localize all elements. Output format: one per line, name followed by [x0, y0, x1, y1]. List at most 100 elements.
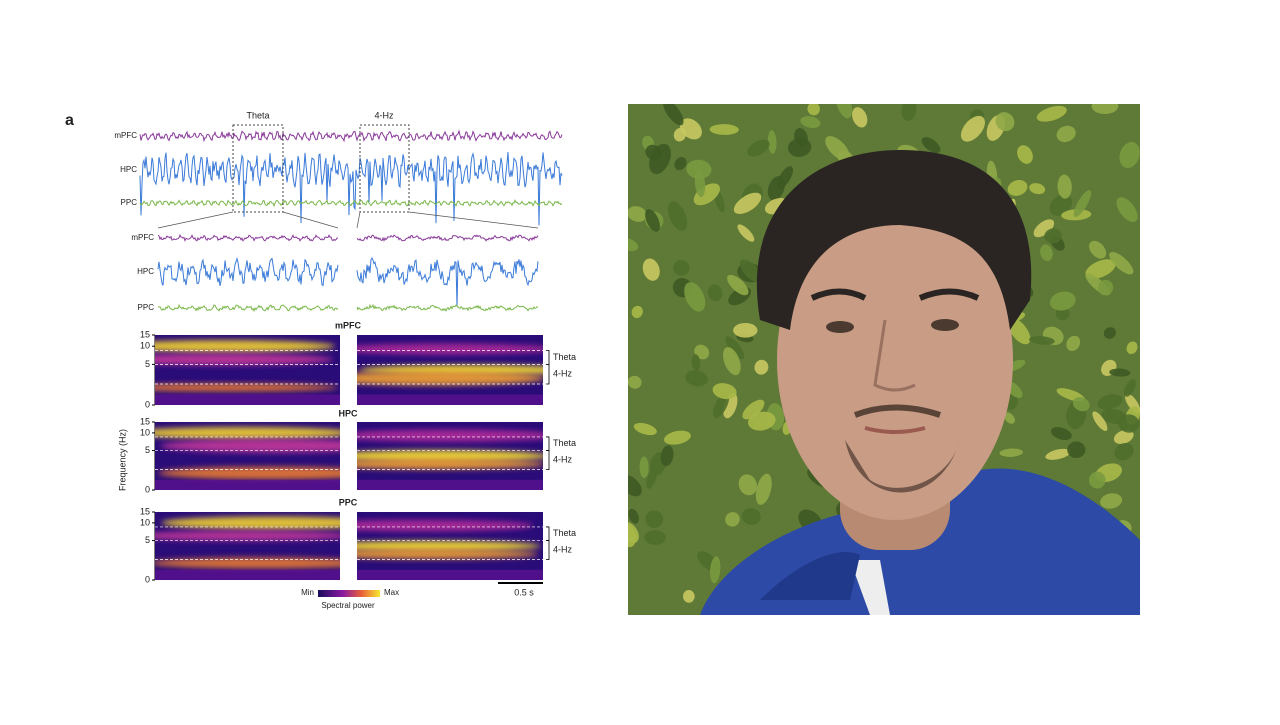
- leaf: [852, 107, 868, 128]
- leaf: [754, 359, 769, 375]
- leaf: [1017, 145, 1033, 164]
- leaf: [1089, 471, 1106, 489]
- window-box: [359, 124, 410, 213]
- power-band: [161, 516, 340, 530]
- leaf: [685, 370, 708, 387]
- zoom-line: [356, 211, 361, 229]
- band-label: 4-Hz: [553, 454, 573, 464]
- leaf: [1114, 442, 1134, 461]
- channel-label: PPC: [121, 198, 138, 207]
- leaf: [1100, 493, 1123, 509]
- leaf: [1109, 368, 1131, 377]
- colorbar-title: Spectral power: [321, 601, 375, 610]
- leaf: [960, 115, 985, 142]
- leaf: [800, 116, 821, 129]
- leaf: [1109, 251, 1134, 275]
- leaf: [995, 112, 1015, 132]
- leaf: [1056, 125, 1076, 143]
- leaf: [667, 201, 688, 231]
- power-band: [155, 569, 340, 580]
- channel-label: HPC: [137, 267, 154, 276]
- leaf: [645, 510, 664, 529]
- power-band: [357, 479, 543, 490]
- band-bracket: [546, 540, 550, 560]
- leaf: [733, 192, 762, 214]
- portrait-photo: [628, 104, 1140, 615]
- leaf: [663, 430, 691, 445]
- leaf: [1118, 414, 1140, 433]
- power-band: [155, 479, 340, 490]
- power-band: [357, 519, 534, 532]
- window-label: 4-Hz: [374, 110, 394, 120]
- leaf: [709, 124, 739, 135]
- leaf: [682, 589, 695, 603]
- leaf: [1004, 412, 1015, 424]
- signal-trace: [139, 151, 563, 226]
- band-bracket: [546, 450, 550, 470]
- power-band: [357, 540, 541, 552]
- leaf: [747, 139, 770, 157]
- leaf: [1057, 174, 1072, 199]
- leaf: [1097, 394, 1123, 410]
- band-bracket: [546, 526, 550, 541]
- leaf: [712, 393, 730, 419]
- spectrogram: [357, 512, 543, 580]
- leaf: [628, 508, 639, 524]
- y-tick-label: 10: [140, 517, 150, 527]
- band-label: 4-Hz: [553, 369, 573, 379]
- leaf: [788, 138, 812, 157]
- leaf: [1085, 259, 1116, 279]
- signal-trace: [139, 199, 563, 208]
- power-band: [357, 394, 543, 405]
- leaf: [674, 156, 687, 171]
- signal-trace: [356, 257, 539, 307]
- leaf: [1067, 441, 1086, 459]
- leaf: [628, 206, 647, 222]
- leaf: [1073, 190, 1092, 218]
- leaf: [631, 305, 643, 319]
- leaf: [639, 456, 649, 479]
- leaf: [725, 512, 740, 527]
- leaf: [1116, 197, 1138, 223]
- signal-trace: [157, 233, 339, 242]
- channel-label: mPFC: [114, 131, 137, 140]
- leaf: [901, 104, 917, 121]
- power-band: [357, 459, 543, 470]
- leaf: [691, 354, 701, 371]
- leaf: [693, 183, 721, 206]
- leaf: [642, 258, 660, 281]
- band-bracket: [546, 364, 550, 385]
- spectrogram-title: mPFC: [335, 320, 362, 330]
- leaf: [1091, 104, 1119, 115]
- colorbar-min: Min: [301, 588, 314, 597]
- channel-label: mPFC: [131, 233, 154, 242]
- band-label: Theta: [553, 352, 576, 362]
- y-tick-label: 0: [145, 574, 150, 584]
- power-band: [160, 439, 340, 453]
- leaf: [835, 104, 853, 119]
- leaf: [1029, 336, 1055, 345]
- leaf: [1040, 244, 1053, 261]
- leaf: [628, 375, 642, 389]
- power-band: [155, 530, 340, 541]
- leaf: [767, 176, 785, 201]
- leaf: [633, 422, 657, 436]
- y-tick-label: 15: [140, 416, 150, 426]
- leaf: [825, 136, 850, 161]
- spectrogram: [155, 422, 340, 490]
- leaf: [628, 238, 639, 252]
- zoom-line: [157, 211, 234, 229]
- leaf: [1033, 219, 1055, 238]
- leaf: [725, 336, 745, 360]
- leaf: [1045, 448, 1071, 460]
- power-band: [158, 466, 340, 480]
- power-band: [155, 383, 338, 392]
- y-tick-label: 5: [145, 359, 150, 369]
- leaf: [1092, 411, 1108, 431]
- colorbar-max: Max: [384, 588, 399, 597]
- leaf: [733, 322, 758, 338]
- power-band: [357, 450, 543, 462]
- leaf: [738, 474, 757, 496]
